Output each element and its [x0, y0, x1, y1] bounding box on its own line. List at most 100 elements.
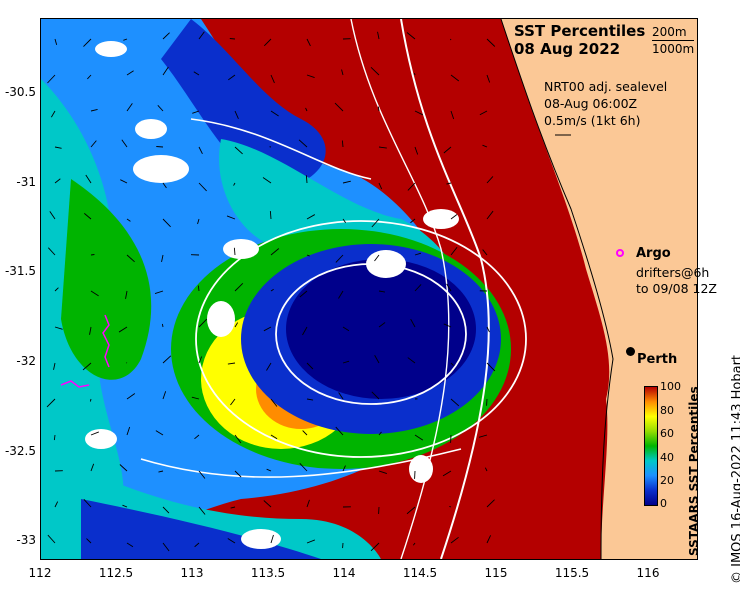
- cloud-patch: [223, 239, 259, 259]
- current-vector: [118, 326, 128, 333]
- drifter-track: [102, 314, 110, 368]
- current-vector: [198, 182, 207, 192]
- current-vector: [125, 290, 128, 299]
- current-vector: [126, 103, 133, 112]
- current-vector: [407, 357, 416, 364]
- colorbar-tick: 60: [660, 427, 674, 440]
- sealevel-contour: [195, 220, 527, 458]
- y-tick-label: -31: [16, 175, 36, 189]
- current-vector: [450, 246, 458, 256]
- current-vector: [162, 32, 170, 40]
- cloud-patch: [241, 529, 281, 549]
- current-vector: [306, 362, 314, 370]
- current-vector: [197, 285, 200, 292]
- current-vector: [54, 287, 59, 292]
- current-vector: [83, 38, 92, 47]
- current-vector: [121, 139, 128, 148]
- current-vector: [126, 393, 136, 400]
- current-vector: [90, 431, 99, 436]
- current-vector: [335, 254, 344, 263]
- current-vector: [89, 398, 92, 402]
- current-vector: [374, 355, 380, 364]
- current-vector: [198, 318, 208, 328]
- current-vector: [90, 290, 99, 297]
- current-vector: [478, 434, 488, 438]
- current-vector: [123, 38, 128, 41]
- current-vector: [479, 110, 488, 116]
- cloud-patch: [207, 301, 235, 337]
- current-vector: [371, 391, 380, 400]
- current-vector: [414, 146, 419, 155]
- current-vector: [306, 499, 310, 508]
- current-vector: [378, 146, 387, 149]
- current-vector: [233, 182, 236, 186]
- current-vector: [263, 500, 272, 508]
- sst-green-patch: [61, 179, 152, 380]
- current-vector: [126, 218, 131, 222]
- colorbar-tick: 80: [660, 404, 674, 417]
- drifters-label: drifters@6h: [636, 265, 710, 280]
- current-vector: [406, 32, 416, 40]
- current-vector: [54, 501, 59, 508]
- current-vector: [482, 144, 488, 148]
- x-tick-label: 114.5: [402, 566, 438, 580]
- current-vector: [120, 179, 128, 184]
- current-vector: [270, 248, 280, 256]
- current-vector: [414, 110, 424, 116]
- colorbar: [644, 386, 658, 506]
- current-vector: [90, 140, 97, 148]
- current-vector: [446, 283, 452, 292]
- current-vector: [342, 465, 346, 472]
- current-vector: [47, 534, 56, 544]
- current-vector: [414, 284, 422, 292]
- x-tick-label: 113.5: [250, 566, 286, 580]
- x-tick-label: 112.5: [98, 566, 134, 580]
- current-vector: [156, 146, 164, 148]
- current-vector: [197, 218, 200, 225]
- current-vector: [198, 506, 206, 515]
- y-tick-label: -30.5: [4, 85, 36, 99]
- current-vector: [305, 175, 308, 184]
- cloud-patch: [409, 455, 433, 483]
- current-vector: [154, 290, 164, 294]
- sea-level-time: 08-Aug 06:00Z: [544, 96, 638, 111]
- x-tick-label: 114: [332, 566, 356, 580]
- sealevel-contour: [190, 118, 372, 180]
- current-vector: [342, 326, 350, 332]
- current-vector: [86, 538, 92, 544]
- current-vector: [486, 176, 494, 184]
- current-vector: [342, 218, 347, 224]
- x-tick-label: 116: [636, 566, 660, 580]
- current-vector: [47, 74, 56, 84]
- map-title-block: SST Percentiles 08 Aug 2022: [514, 22, 645, 58]
- current-vector: [270, 74, 275, 84]
- current-vector: [266, 362, 272, 371]
- current-vector: [410, 318, 416, 328]
- current-vector: [161, 254, 164, 263]
- cloud-patch: [135, 119, 167, 139]
- current-vector: [450, 398, 460, 407]
- current-vector: [230, 398, 236, 406]
- colorbar-tick: 0: [660, 497, 667, 510]
- current-vector: [450, 536, 459, 544]
- current-vector: [302, 430, 308, 436]
- current-vector: [298, 139, 308, 148]
- current-vector: [341, 69, 344, 76]
- current-vector: [89, 326, 92, 335]
- current-vector: [162, 506, 170, 514]
- current-vector: [234, 434, 242, 444]
- current-vector: [378, 322, 386, 328]
- depth-contour-legend: 200m 1000m: [652, 24, 695, 57]
- argo-label: Argo: [636, 246, 671, 261]
- current-vector: [443, 323, 452, 328]
- current-vector: [162, 542, 170, 552]
- current-vector: [413, 73, 416, 76]
- current-vector: [90, 463, 95, 472]
- current-vector: [306, 74, 315, 78]
- current-vector: [90, 254, 95, 256]
- current-vector: [342, 180, 351, 184]
- colorbar-title: SSTAARS SST Percentiles: [687, 386, 701, 556]
- current-vector: [306, 214, 316, 220]
- argo-marker-icon: [616, 249, 624, 257]
- current-vector: [306, 38, 311, 47]
